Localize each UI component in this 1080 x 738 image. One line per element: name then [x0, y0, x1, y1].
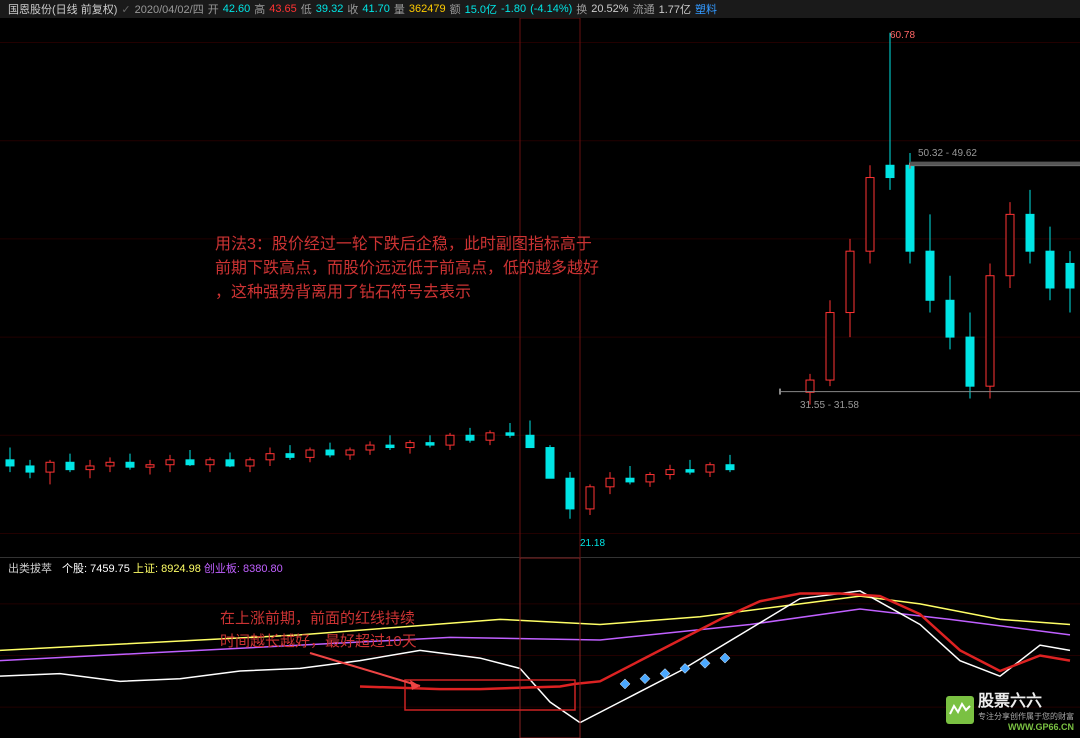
date: 2020/04/02/四 — [135, 1, 204, 17]
indicator-svg — [0, 558, 1080, 738]
stock-name: 国恩股份(日线 前复权) — [8, 1, 117, 17]
main-candlestick-chart[interactable]: 用法3：股价经过一轮下跌后企稳，此时副图指标高于 前期下跌高点，而股价远远低于前… — [0, 18, 1080, 558]
main-annotation: 用法3：股价经过一轮下跌后企稳，此时副图指标高于 前期下跌高点，而股价远远低于前… — [215, 233, 599, 305]
sub-header: 出类拔萃 个股: 7459.75 上证: 8924.98 创业板: 8380.8… — [8, 560, 283, 576]
stock-header: 国恩股份(日线 前复权) ✓ 2020/04/02/四 开42.60 高43.6… — [0, 0, 1080, 18]
sub-indicator-chart[interactable]: 出类拔萃 个股: 7459.75 上证: 8924.98 创业板: 8380.8… — [0, 558, 1080, 738]
range-label-2: 31.55 - 31.58 — [800, 400, 859, 411]
range-label-1: 50.32 - 49.62 — [918, 148, 977, 159]
sub-annotation: 在上涨前期，前面的红线持续 时间越长越好，最好超过10天 — [220, 608, 417, 653]
high-price-label: 60.78 — [890, 30, 915, 41]
low-price-label: 21.18 — [580, 538, 605, 549]
watermark-logo: 股票六六 专注分享创作属于您的财富 WWW.GP66.CN — [946, 687, 1074, 732]
logo-icon — [946, 696, 974, 724]
